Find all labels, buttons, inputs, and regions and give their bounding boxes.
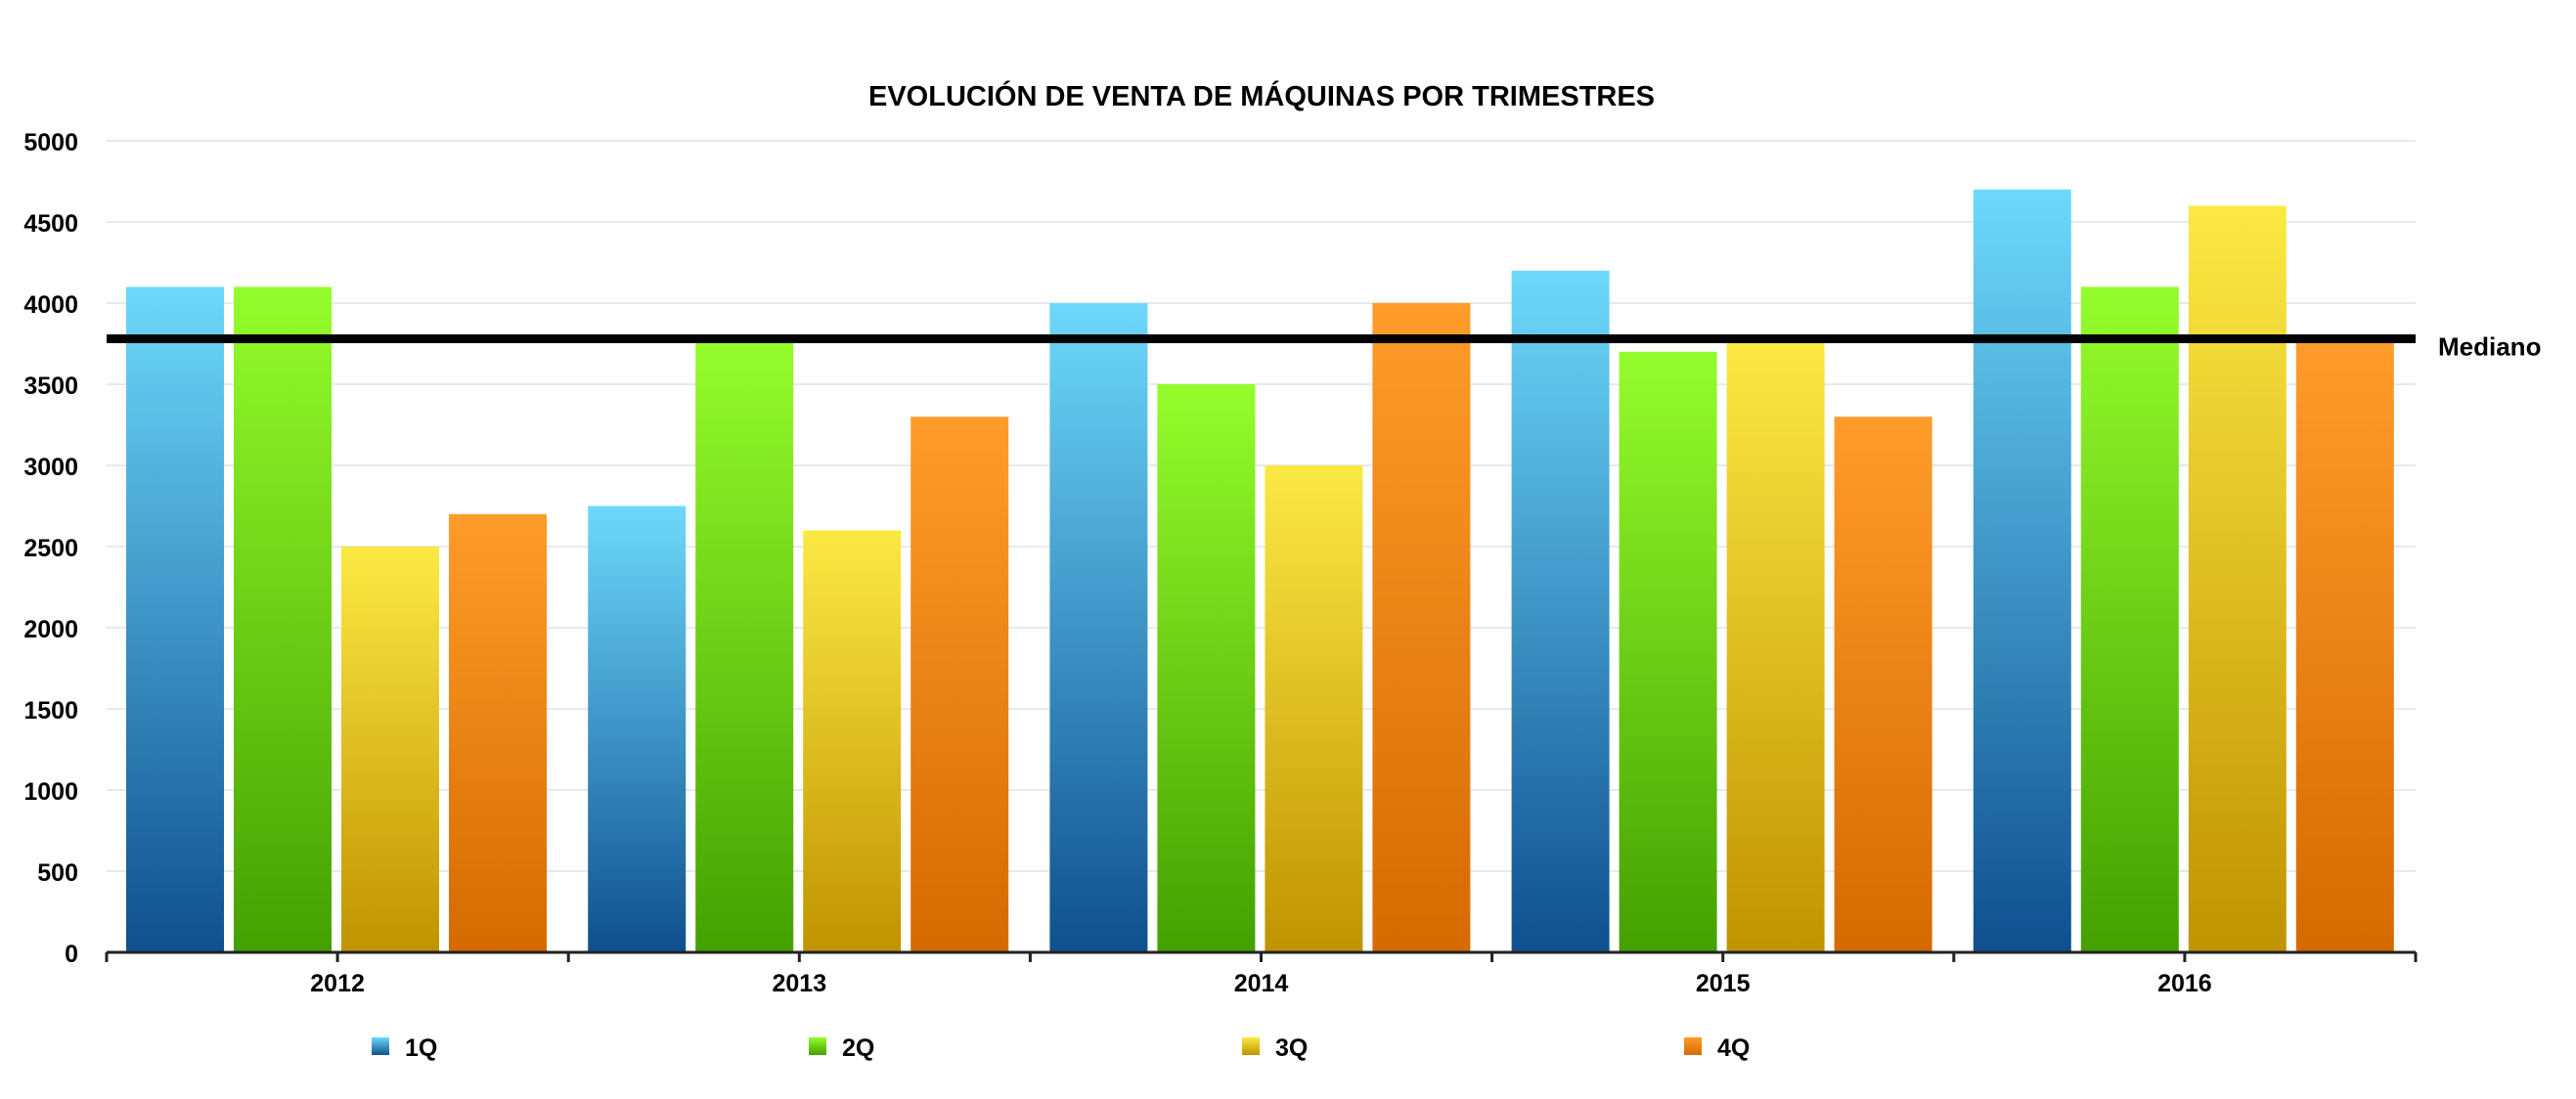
y-tick-label: 0	[65, 941, 78, 968]
bar-1Q-2012	[126, 286, 224, 952]
x-tick-label: 2016	[2157, 970, 2212, 997]
legend-label-2Q: 2Q	[842, 1034, 874, 1062]
median-label: Mediano	[2438, 332, 2541, 362]
bars	[126, 189, 2394, 953]
bar-1Q-2013	[588, 506, 687, 952]
x-axis: 2012 2013 2014 2015 2016	[105, 950, 2418, 997]
bar-2Q-2016	[2080, 286, 2179, 952]
bar-2Q-2013	[695, 338, 794, 952]
legend-swatch-1Q	[372, 1037, 389, 1055]
x-tick-label: 2012	[310, 970, 365, 997]
bar-1Q-2016	[1973, 189, 2071, 953]
y-tick-label: 5000	[23, 129, 78, 156]
y-tick-label: 4000	[23, 291, 78, 319]
bar-3Q-2016	[2188, 205, 2287, 952]
y-tick-label: 3000	[23, 454, 78, 481]
y-axis-ticks: 0 500 1000 1500 2000 2500 3000 3500 4000 4500 5000	[23, 129, 78, 968]
y-tick-label: 1000	[23, 778, 78, 806]
bar-4Q-2013	[910, 417, 1009, 952]
y-tick-label: 2000	[23, 616, 78, 643]
legend-label-4Q: 4Q	[1717, 1034, 1750, 1062]
bar-4Q-2014	[1372, 303, 1471, 952]
x-tick-label: 2013	[772, 970, 826, 997]
bar-2Q-2012	[234, 286, 332, 952]
bar-4Q-2012	[449, 513, 547, 952]
bar-3Q-2014	[1265, 465, 1363, 952]
y-tick-label: 1500	[23, 697, 78, 725]
bar-2Q-2015	[1619, 351, 1717, 952]
chart-title: EVOLUCIÓN DE VENTA DE MÁQUINAS POR TRIME…	[868, 79, 1655, 112]
legend-swatch-3Q	[1242, 1037, 1260, 1055]
bar-2Q-2014	[1157, 384, 1256, 952]
y-tick-label: 500	[37, 859, 78, 887]
bar-3Q-2012	[341, 547, 439, 952]
bar-4Q-2015	[1834, 417, 1932, 952]
x-tick-label: 2015	[1696, 970, 1751, 997]
legend-swatch-2Q	[809, 1037, 826, 1055]
legend-label-3Q: 3Q	[1275, 1034, 1308, 1062]
bar-3Q-2013	[803, 530, 902, 952]
median-line-group: Mediano	[107, 332, 2541, 362]
bar-4Q-2016	[2295, 338, 2394, 952]
x-tick-label: 2014	[1234, 970, 1289, 997]
y-tick-label: 4500	[23, 210, 78, 238]
legend-label-1Q: 1Q	[405, 1034, 437, 1062]
legend-swatch-4Q	[1684, 1037, 1702, 1055]
bar-1Q-2015	[1511, 270, 1610, 952]
bar-1Q-2014	[1049, 303, 1148, 952]
y-tick-label: 3500	[23, 373, 78, 400]
legend: 1Q 2Q 3Q 4Q	[372, 1034, 1750, 1062]
y-tick-label: 2500	[23, 535, 78, 562]
bar-3Q-2015	[1726, 338, 1825, 952]
